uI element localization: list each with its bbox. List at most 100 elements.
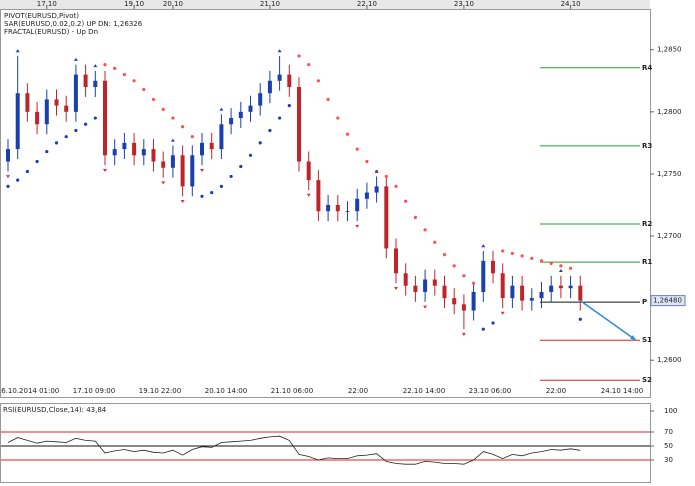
sar-dot [151,97,156,102]
pivot-label: P [642,298,647,306]
sar-dot [287,104,291,108]
sar-dot [229,174,233,179]
last-price-label: 1,26480 [653,297,682,305]
sar-dot [501,249,505,253]
fractal-up [558,269,563,273]
y-tick-label: 70 [664,428,673,436]
fractal-down [200,168,204,172]
time-label: 20.10 [163,0,183,8]
candle-body [520,285,525,301]
fractal-down [355,224,360,228]
x-tick-label: 22:00 [546,387,566,395]
fractal-up [277,49,282,53]
y-tick-label: 30 [664,456,673,464]
legend-entry: SAR(EURUSD,0.02,0.2) UP DN: 1,26326 [4,20,143,28]
sar-dot [258,141,262,145]
candle-body [335,204,340,212]
sar-dot [404,199,408,203]
candle-body [578,285,583,301]
sar-dot [200,194,204,198]
sar-dot [336,116,340,120]
sar-dot [452,264,456,268]
sar-dot [25,169,29,174]
sar-dot [181,125,185,129]
sar-dot [161,107,165,111]
x-tick-label: 19.10 22:00 [139,387,181,395]
candle-body [326,204,331,212]
fractal-down [461,332,466,336]
sar-dot [54,141,59,145]
pivot-label: R3 [642,142,652,150]
candle-body [200,142,204,156]
sar-dot [413,215,417,220]
x-tick-label: 17.10 09:00 [73,387,115,395]
time-label: 19.10 [124,0,144,8]
fractal-up [481,244,486,248]
candle-body [306,161,311,181]
candle-body [25,93,30,112]
candle-body [568,285,573,289]
main-frame [0,9,651,398]
y-tick-label: 1,2850 [657,46,682,54]
candle-body [471,291,476,311]
sar-dot [326,97,330,102]
candle-body [558,285,563,289]
pivot-label: R4 [642,64,652,72]
time-label: 21.10 [260,0,280,8]
sar-dot [132,79,136,83]
time-label: 22.10 [357,0,377,8]
sar-dot [248,153,253,157]
pivot-label: R1 [642,258,652,266]
candle-body [238,111,243,119]
candle-body [500,273,505,299]
candle-body [461,304,466,311]
candle-body [491,260,495,274]
sar-dot [472,281,476,285]
fractal-down [306,193,311,197]
sar-dot [74,128,78,133]
candle-body [345,211,350,212]
candle-body [248,105,253,112]
sar-dot [520,254,524,258]
fractal-up [93,64,98,68]
sar-dot [316,79,320,83]
x-tick-label: 16.10.2014 01:00 [0,387,59,395]
sar-dot [93,116,97,120]
time-label: 24.10 [561,0,581,8]
candle-body [297,87,301,162]
y-tick-label: 1,2700 [657,232,682,240]
sar-dot [549,261,553,265]
candle-body [432,279,437,286]
pivot-label: S1 [642,336,652,344]
candle-body [93,80,98,87]
y-tick-label: 100 [664,407,677,415]
candle-body [277,74,282,81]
candle-body [510,285,515,299]
sar-dot [355,147,359,151]
rsi-line [7,435,581,465]
fractal-up [374,169,379,173]
candle-body [442,285,447,299]
forecast-arrow [579,300,637,341]
candle-body [44,99,49,125]
candle-body [122,142,127,150]
candle-body [229,118,234,125]
x-tick-label: 23.10 06:00 [469,387,511,395]
candle-body [209,142,214,150]
candle-body [35,111,40,125]
candle-body [403,273,408,286]
fractal-down [6,175,10,179]
time-label: 17.10 [37,0,57,8]
candle-body [180,155,185,187]
sar-dot [171,116,175,120]
candle-body [54,99,59,106]
candle-body [64,105,69,112]
sar-dot [345,132,350,136]
sar-dot [239,164,243,169]
sar-dot [433,240,437,244]
legend-entry: FRACTAL(EURUSD) - Up Dn [4,28,98,36]
sar-dot [35,159,39,164]
fractal-down [500,311,505,315]
sar-dot [578,317,582,321]
